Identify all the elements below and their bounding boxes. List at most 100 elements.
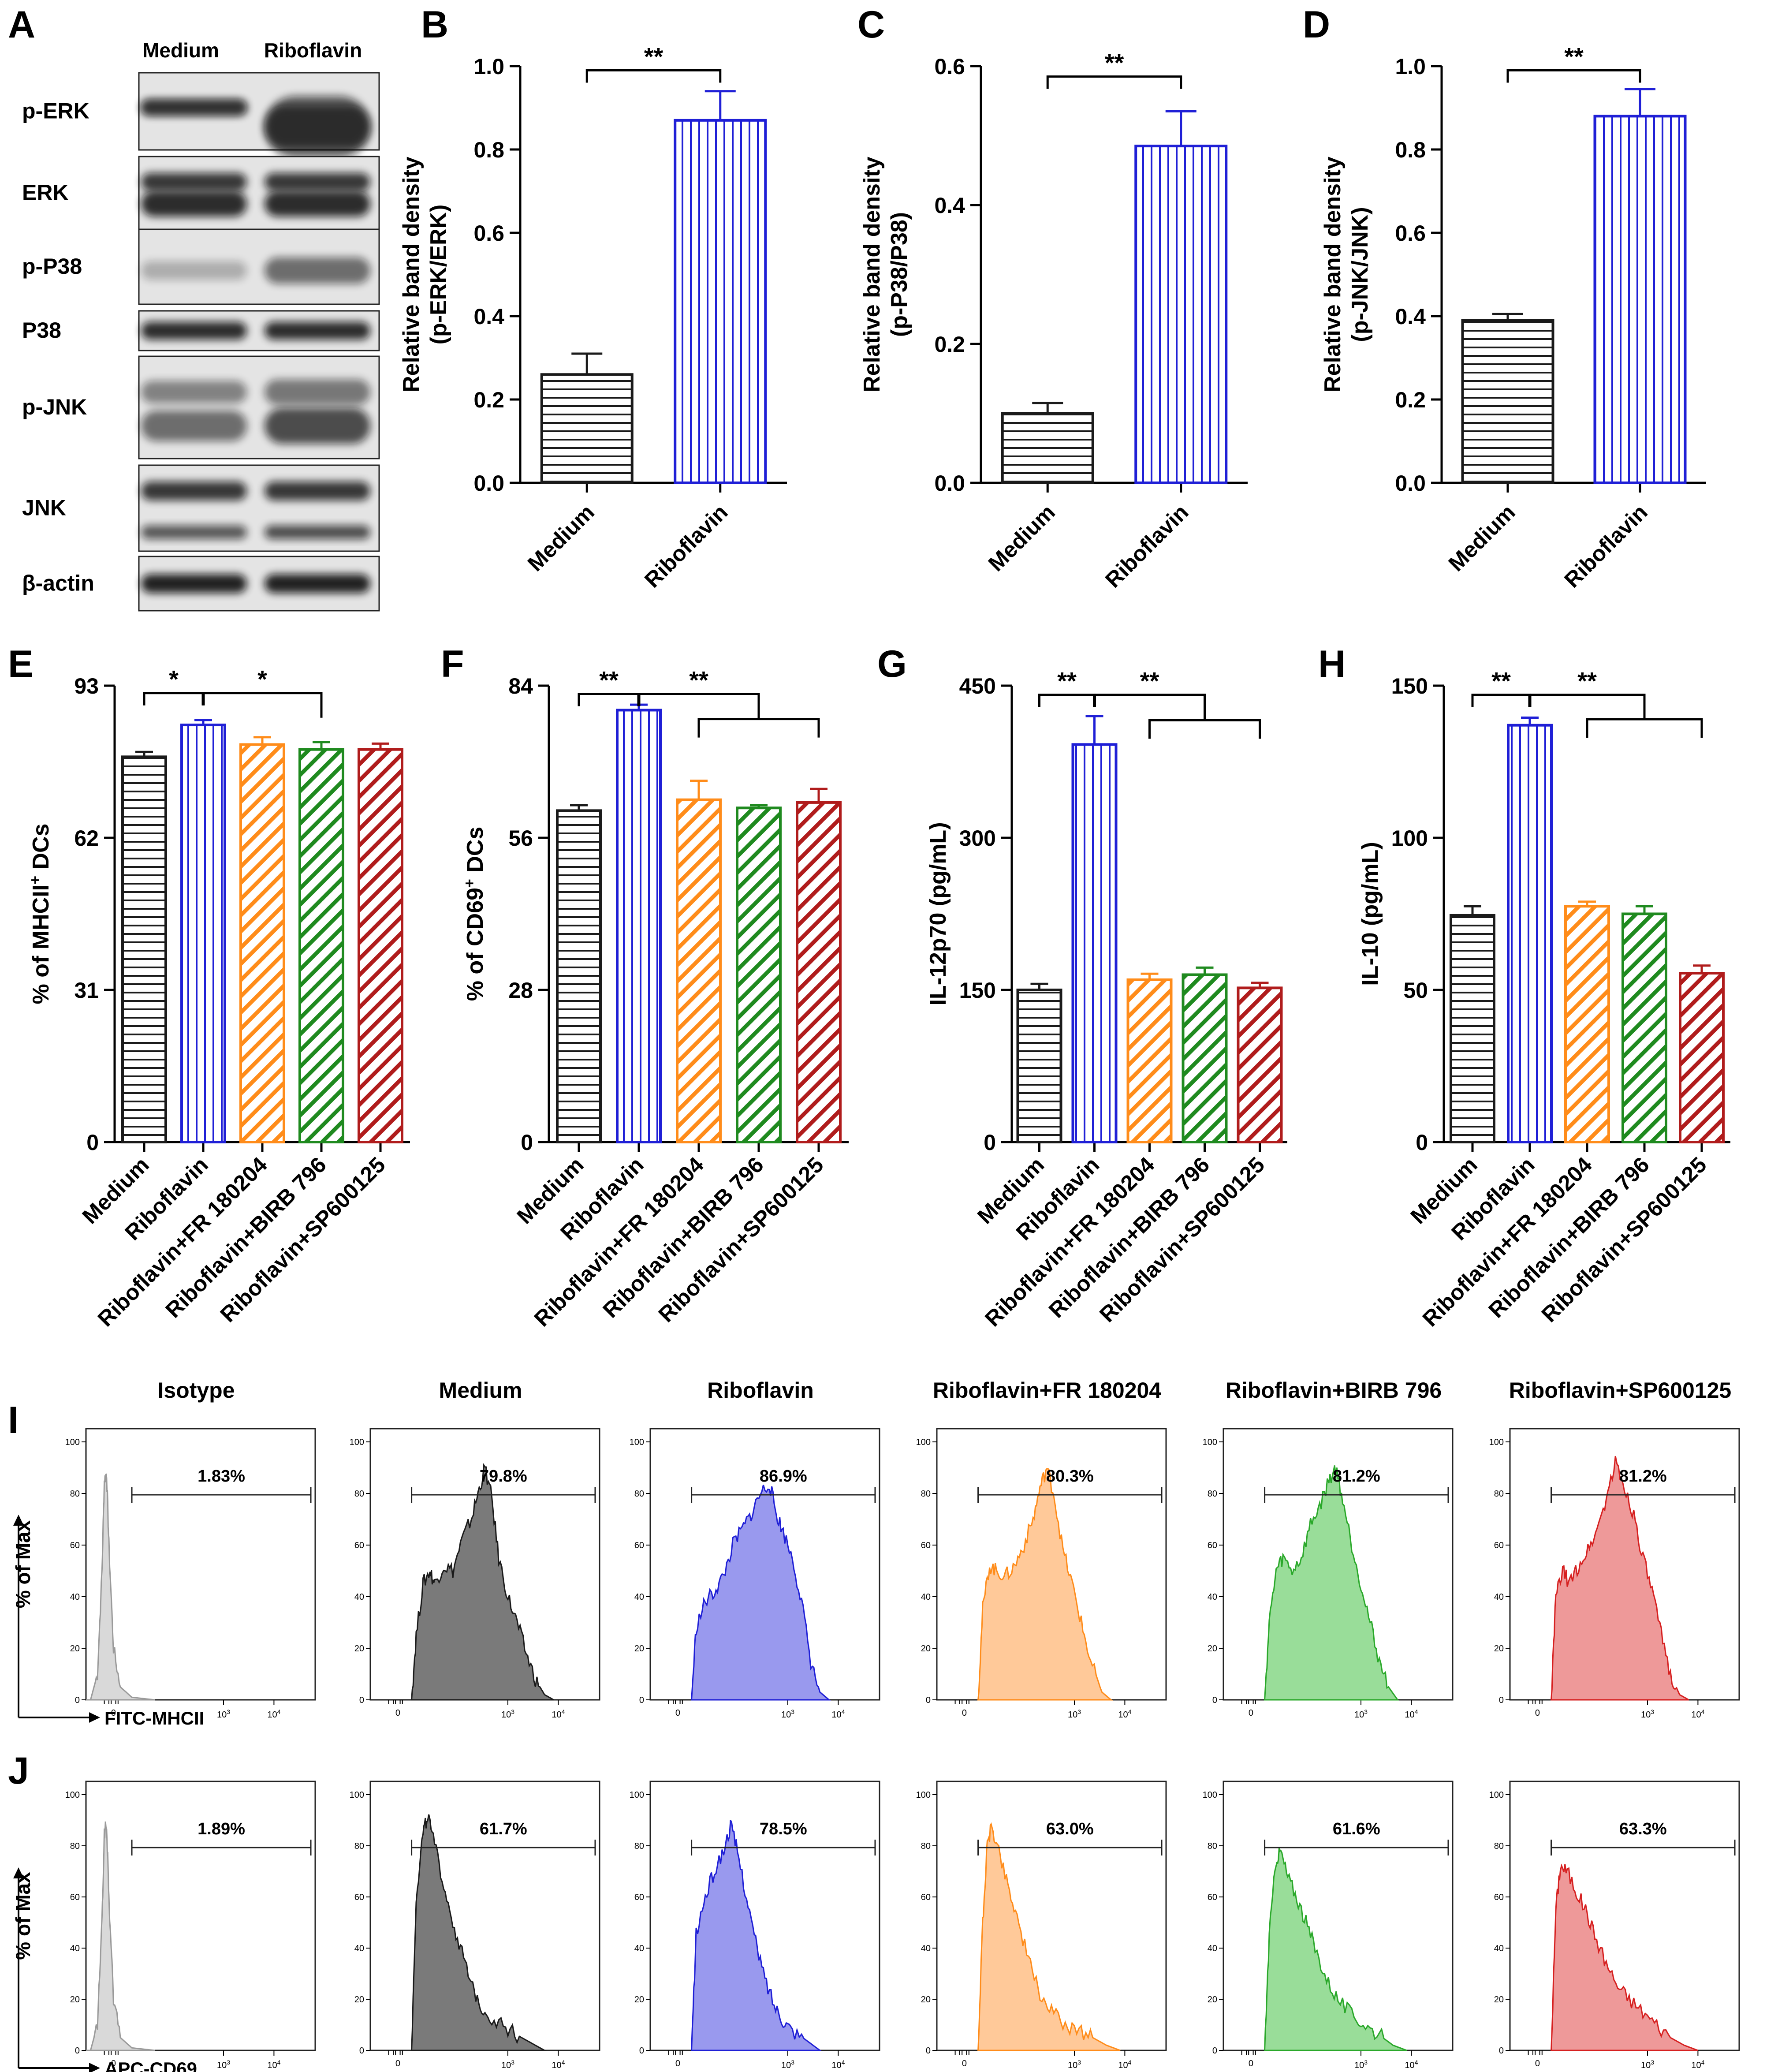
flow-x-tick-label: 103 [217,1708,230,1720]
sig-label: ** [1564,42,1584,70]
flow-gate-percent: 78.5% [760,1820,807,1838]
flow-gate-percent: 79.8% [480,1467,527,1486]
y-axis-label: (p-JNK/JNK) [1347,207,1373,342]
sig-bracket [1094,694,1206,714]
y-tick-label: 62 [74,826,99,851]
flow-gate-percent: 81.2% [1333,1467,1380,1486]
y-axis-label: IL-12p70 (pg/mL) [925,822,951,1005]
flow-y-tick-label: 20 [354,1644,364,1654]
y-tick-label: 0.2 [934,332,965,357]
blot-label-pP38: p-P38 [22,254,82,279]
flow-y-tick-label: 0 [75,1695,80,1705]
flow-x-tick-label: 104 [1405,1708,1418,1720]
flow-title: Riboflavin+SP600125 [1509,1378,1731,1403]
chart-d: D 0.0 0.2 0.4 0.6 0.8 1.0 Relative band density… [1303,4,1706,593]
flow-y-tick-label: 100 [350,1437,364,1447]
y-axis-label-part: IL-12p70 (pg/mL) [925,822,951,1005]
flow-x-tick-base: 10 [1405,1710,1414,1720]
bar-riboflavin-birb-796 [736,806,782,1144]
flow-x-tick-base: 10 [1691,1710,1701,1720]
flow-x-tick-base: 10 [552,2061,561,2070]
flow-title: Medium [439,1378,522,1403]
flow-x-tick-exp: 4 [1701,2059,1705,2066]
bar-riboflavin-fr-180204 [239,743,285,1143]
flow-y-tick-label: 60 [1494,1893,1504,1902]
flow-y-tick-label: 0 [359,2046,364,2056]
blot-band [141,381,247,403]
flow-x-tick-label: 0 [1535,2059,1540,2068]
y-tick-label: 0.8 [473,138,504,162]
flow-y-tick-label: 40 [1494,1592,1504,1602]
blot-band [141,574,247,594]
x-tick-label: Medium [523,500,599,576]
y-tick-label: 300 [959,826,996,851]
flow-histogram-curve [411,1814,547,2051]
bar-riboflavin-fr-180204 [1564,905,1610,1143]
y-tick-label: 0.0 [473,471,504,496]
flow-x-tick-label: 103 [1068,2059,1081,2070]
panel-letter-h: H [1318,643,1346,685]
flow-x-tick-label: 104 [831,1708,845,1720]
flow-x-tick-label: 0 [675,1708,680,1718]
flow-y-tick-label: 0 [1212,2046,1217,2056]
flow-y-tick-label: 20 [634,1644,644,1654]
y-axis-label-part: + [27,876,44,885]
flow-gate-percent: 86.9% [760,1467,807,1486]
y-tick-label: 0 [86,1130,99,1155]
flow-x-tick-label: 103 [781,2059,794,2070]
sig-label: ** [1105,49,1124,77]
flow-x-tick-base: 10 [1118,1710,1128,1720]
flow-y-tick-label: 0 [359,1695,364,1705]
blot-label-pERK: p-ERK [22,99,89,123]
flow-histogram-curve [1264,1465,1399,1701]
flow-y-tick-label: 0 [639,2046,644,2056]
flow-x-tick-exp: 4 [1415,2059,1418,2066]
bar-riboflavin-birb-796 [298,748,344,1143]
sig-bracket [1038,694,1096,707]
flow-y-tick-label: 100 [630,1790,644,1800]
blot-band [265,105,370,148]
flow-y-tick-label: 60 [921,1541,931,1550]
flow-x-tick-label: 104 [1118,1708,1131,1720]
flow-x-tick-base: 10 [781,2061,791,2070]
y-tick-label: 1.0 [473,54,504,79]
flow-x-tick-label: 104 [1118,2059,1131,2070]
flow-y-tick-label: 40 [634,1944,644,1953]
y-tick-label: 150 [959,978,996,1003]
flow-y-tick-label: 80 [921,1841,931,1851]
flow-x-tick-exp: 4 [842,1708,845,1715]
blot-label-pJNK: p-JNK [22,395,87,419]
flow-x-tick-label: 0 [1249,2059,1253,2068]
flow-y-tick-label: 60 [1494,1541,1504,1550]
y-tick-label: 100 [1391,826,1428,851]
flow-x-tick-exp: 4 [1128,1708,1132,1715]
y-tick-label: 0.8 [1395,138,1426,162]
flow-x-tick-base: 10 [831,2061,841,2070]
flow-histogram-curve [410,1463,554,1701]
flow-x-tick-exp: 4 [562,1708,565,1715]
flow-x-tick-base: 10 [831,1710,841,1720]
flow-y-tick-label: 100 [1489,1437,1504,1447]
flow-y-arrowhead [13,1515,24,1526]
flow-y-tick-label: 100 [1489,1790,1504,1800]
y-tick-label: 84 [508,674,533,698]
flow-x-tick-label: 104 [1691,2059,1704,2070]
flow-y-tick-label: 20 [921,1644,931,1654]
y-tick-label: 0.4 [473,304,504,329]
flow-y-tick-label: 20 [70,1995,80,2005]
flow-title: Riboflavin [707,1378,814,1403]
y-tick-label: 0 [984,1130,996,1155]
flow-x-tick-base: 10 [552,1710,561,1720]
x-tick-label: Medium [984,500,1060,576]
y-tick-label: 0.6 [934,54,965,79]
blot-pJNK: p-JNK [22,355,380,459]
flow-y-tick-label: 100 [1203,1437,1217,1447]
flow-histogram-curve [977,1822,1121,2051]
sig-label: ** [1057,667,1077,695]
y-tick-label: 0.4 [934,193,965,218]
